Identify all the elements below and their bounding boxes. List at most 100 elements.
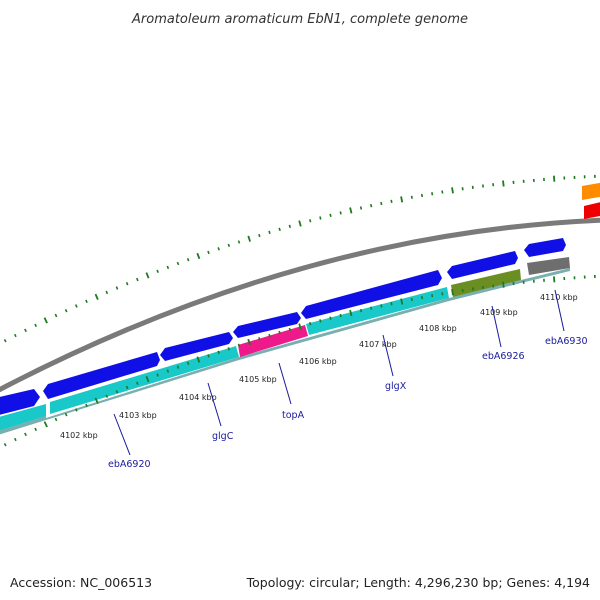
accession-label: Accession: NC_006513 — [10, 575, 152, 590]
minor-tick-mark — [410, 195, 413, 199]
tick-label-4104: 4104 kbp — [179, 393, 217, 402]
cds-forward-5 — [301, 270, 442, 319]
minor-tick-mark — [54, 417, 58, 422]
minor-tick-mark — [461, 187, 464, 191]
minor-tick-mark — [309, 321, 312, 326]
minor-tick-mark — [420, 295, 424, 300]
minor-tick-mark — [237, 240, 241, 244]
upper-right-features — [582, 182, 600, 219]
major-tick-mark — [43, 421, 48, 428]
minor-tick-mark — [390, 199, 393, 203]
major-tick-mark — [349, 207, 353, 214]
major-tick-mark — [298, 323, 302, 330]
cds-grey — [527, 257, 570, 275]
cds-reverse-2 — [50, 346, 239, 414]
cds-forward-4 — [233, 312, 301, 338]
minor-tick-mark — [319, 216, 322, 220]
minor-tick-mark — [359, 206, 363, 210]
minor-tick-mark — [370, 204, 373, 208]
gene-label-topA: topA — [282, 410, 305, 421]
tick-label-4102: 4102 kbp — [60, 431, 98, 440]
map-title: Aromatoleum aromaticum EbN1, complete ge… — [131, 12, 468, 27]
minor-tick-mark — [207, 354, 210, 358]
minor-tick-mark — [3, 339, 7, 343]
minor-tick-mark — [115, 390, 119, 394]
minor-tick-mark — [186, 361, 190, 365]
minor-tick-mark — [410, 297, 413, 302]
minor-tick-mark — [237, 343, 241, 348]
gene-label-leaders — [113, 289, 565, 456]
leader-topA — [278, 362, 292, 405]
cds-forward-3 — [160, 332, 233, 361]
minor-tick-mark — [24, 432, 27, 437]
minor-tick-mark — [24, 328, 27, 333]
minor-tick-mark — [74, 304, 78, 308]
minor-tick-mark — [54, 313, 58, 318]
minor-tick-mark — [471, 287, 474, 291]
gene-orange — [582, 182, 600, 200]
minor-tick-mark — [227, 347, 231, 351]
minor-tick-mark — [186, 258, 190, 262]
minor-tick-mark — [288, 327, 292, 332]
forward-strand — [0, 238, 566, 415]
minor-tick-mark — [34, 323, 38, 328]
minor-tick-mark — [176, 365, 180, 369]
tick-label-4108: 4108 kbp — [419, 324, 457, 333]
minor-tick-mark — [125, 385, 129, 390]
minor-tick-mark — [166, 369, 170, 373]
minor-tick-mark — [268, 333, 271, 338]
tick-label-4110: 4110 kbp — [540, 293, 578, 302]
minor-tick-mark — [278, 227, 281, 232]
minor-tick-mark — [105, 394, 109, 398]
minor-tick-mark — [268, 230, 271, 235]
minor-tick-mark — [227, 243, 231, 248]
leader-ebA6926 — [491, 305, 502, 348]
cds-glgX — [306, 287, 449, 335]
minor-tick-mark — [390, 302, 393, 306]
tick-label-4105: 4105 kbp — [239, 375, 277, 384]
major-tick-mark — [247, 235, 251, 242]
minor-tick-mark — [258, 337, 261, 341]
cds-topA — [238, 325, 308, 357]
genome-summary: Topology: circular; Length: 4,296,230 bp… — [246, 575, 590, 590]
minor-tick-mark — [34, 427, 38, 432]
minor-tick-mark — [74, 408, 78, 412]
minor-tick-mark — [207, 250, 210, 255]
inner-tick-row — [3, 274, 596, 447]
minor-tick-mark — [441, 292, 444, 296]
minor-tick-mark — [217, 247, 220, 251]
minor-tick-mark — [136, 277, 139, 282]
major-tick-mark — [196, 356, 201, 363]
major-tick-mark — [451, 289, 454, 296]
tick-label-4103: 4103 kbp — [119, 411, 157, 420]
gene-red — [584, 202, 600, 219]
major-tick-mark — [298, 220, 302, 227]
gene-label-ebA6920: ebA6920 — [108, 459, 151, 470]
cds-ebA6926 — [451, 269, 521, 297]
minor-tick-mark — [339, 313, 342, 318]
leader-ebA6930 — [554, 289, 565, 332]
minor-tick-mark — [85, 299, 88, 304]
major-tick-mark — [349, 309, 353, 317]
gene-label-ebA6930: ebA6930 — [545, 336, 588, 347]
major-tick-mark — [247, 338, 251, 346]
major-tick-mark — [43, 317, 48, 324]
minor-tick-mark — [380, 304, 383, 308]
major-tick-mark — [94, 397, 99, 404]
genome-backbone — [0, 217, 600, 393]
minor-tick-mark — [64, 412, 68, 417]
cds-forward-6 — [447, 251, 518, 279]
minor-tick-mark — [339, 211, 342, 215]
minor-tick-mark — [309, 219, 312, 223]
minor-tick-mark — [125, 282, 129, 286]
minor-tick-mark — [319, 319, 322, 323]
major-tick-mark — [196, 252, 201, 260]
leader-glgC — [207, 382, 222, 427]
leader-ebA6920 — [113, 413, 131, 456]
cds-reverse-1 — [0, 404, 46, 431]
minor-tick-mark — [217, 350, 220, 354]
minor-tick-mark — [380, 201, 383, 206]
minor-tick-mark — [278, 330, 281, 335]
major-tick-mark — [553, 175, 556, 182]
